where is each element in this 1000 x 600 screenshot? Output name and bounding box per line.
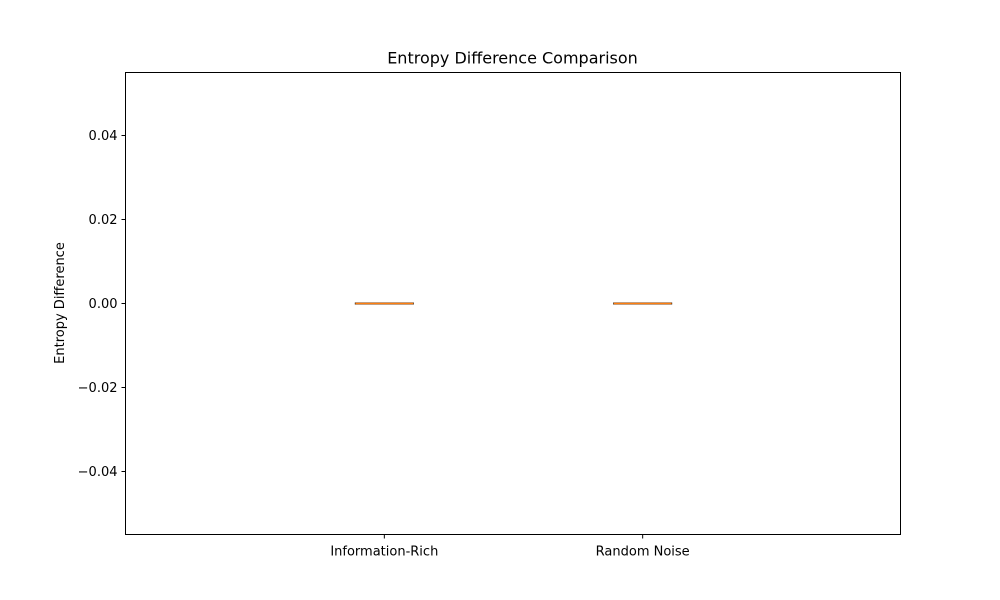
y-tick-label: 0.00 [89,297,118,312]
box-plot-1 [613,302,673,305]
axes-frame [125,72,901,535]
plot-area [354,302,673,305]
x-tick-label: Random Noise [596,545,690,560]
chart-title: Entropy Difference Comparison [387,49,638,68]
box-plot-0 [354,302,414,305]
y-axis-label: Entropy Difference [53,242,68,364]
y-tick-label: −0.02 [78,381,118,396]
y-axis: −0.04 −0.02 0.00 0.02 0.04 [78,129,126,480]
x-axis: Information-Rich Random Noise [330,534,690,560]
x-tick-label: Information-Rich [330,545,438,560]
y-tick-label: 0.04 [89,129,118,144]
y-tick-label: −0.04 [78,465,118,480]
y-tick-label: 0.02 [89,213,118,228]
